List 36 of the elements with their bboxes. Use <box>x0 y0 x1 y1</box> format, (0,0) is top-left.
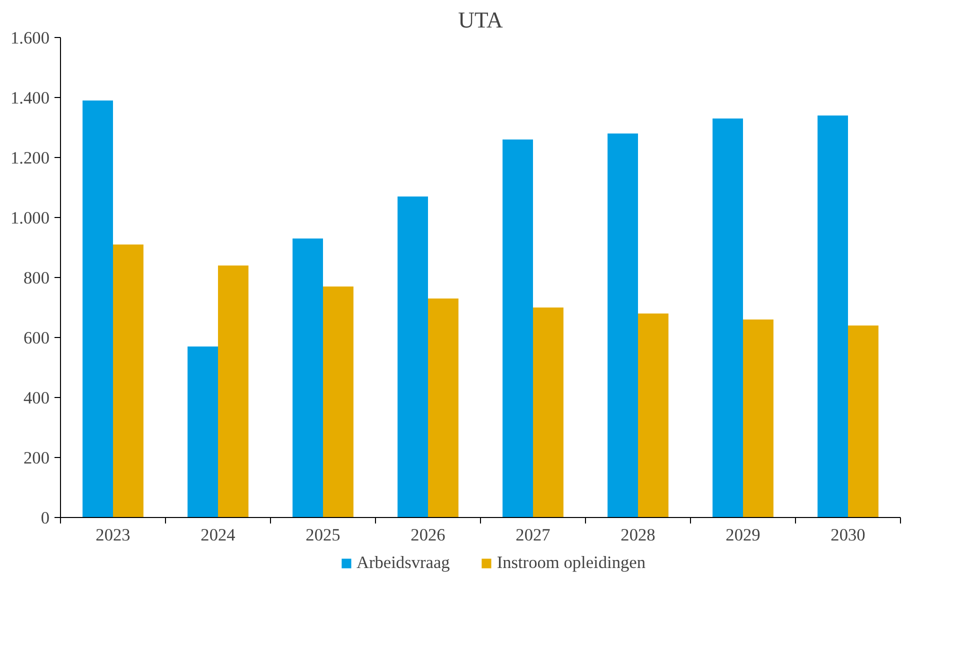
bar <box>292 238 323 518</box>
y-tick-label: 1.400 <box>10 88 50 108</box>
y-tick-label: 400 <box>24 388 50 408</box>
legend-label: Arbeidsvraag <box>356 553 450 573</box>
bar <box>638 314 668 518</box>
bar <box>533 308 564 518</box>
bar <box>82 100 113 518</box>
chart-title: UTA <box>458 8 504 32</box>
bar <box>608 134 638 518</box>
y-tick-label: 1.000 <box>10 208 50 228</box>
y-tick-label: 1.600 <box>10 28 50 48</box>
x-tick-label: 2029 <box>726 526 760 544</box>
y-tick-label: 800 <box>24 268 50 288</box>
x-tick-label: 2024 <box>200 526 236 544</box>
x-tick-label: 2030 <box>830 526 866 544</box>
bar <box>743 320 774 518</box>
y-tick-label: 0 <box>40 508 50 528</box>
bar <box>398 196 428 518</box>
bar <box>113 244 144 518</box>
bar <box>323 286 354 518</box>
bar <box>712 118 743 518</box>
x-tick-label: 2026 <box>410 526 446 544</box>
bar <box>502 140 533 518</box>
bar <box>188 346 218 518</box>
y-tick-label: 200 <box>24 448 50 468</box>
bar <box>218 266 248 518</box>
legend-label: Instroom opleidingen <box>496 553 646 573</box>
x-tick-label: 2028 <box>620 526 656 544</box>
bar <box>428 298 458 518</box>
x-tick-label: 2027 <box>516 526 551 544</box>
y-tick-label: 1.200 <box>10 148 50 168</box>
x-tick-label: 2025 <box>306 526 340 544</box>
y-tick-label: 600 <box>24 328 50 348</box>
bar <box>818 116 848 518</box>
x-tick-label: 2023 <box>96 526 130 544</box>
bar <box>848 326 878 518</box>
